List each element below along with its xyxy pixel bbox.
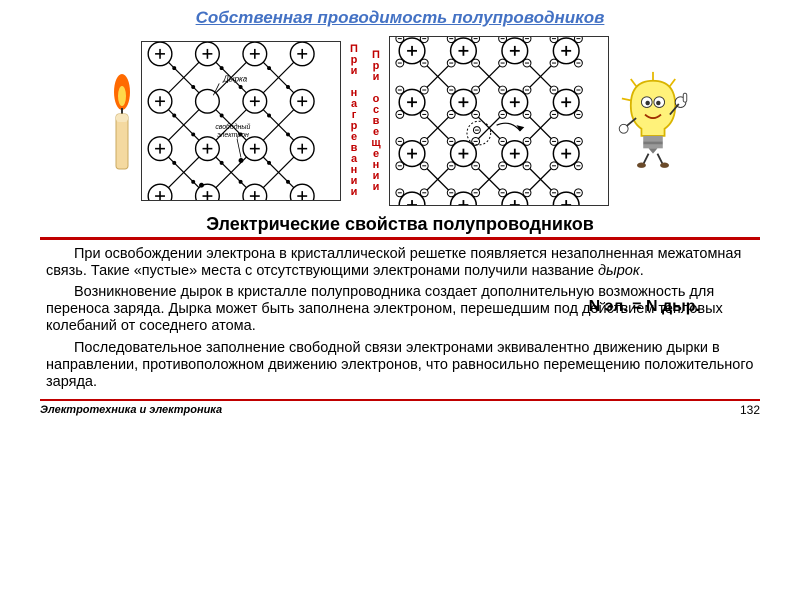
heating-label: Принагревании	[345, 44, 363, 198]
footer: Электротехника и электроника 132	[40, 399, 760, 417]
candle-icon	[107, 64, 137, 179]
paragraph-1: При освобождении электрона в кристалличе…	[0, 246, 800, 284]
page-title: Собственная проводимость полупроводников	[0, 0, 800, 32]
left-lattice: Дырка свободныйэлектрон	[141, 41, 341, 201]
divider-red	[40, 237, 760, 240]
right-lattice	[389, 36, 609, 206]
footer-left: Электротехника и электроника	[40, 404, 222, 416]
svg-text:электрон: электрон	[217, 132, 249, 139]
lighting-label: Приосвещении	[367, 50, 385, 193]
section-heading: Электрические свойства полупроводников	[0, 210, 800, 237]
diagrams-row: Дырка свободныйэлектрон Принагревании При…	[0, 32, 800, 210]
paragraph-3: Последовательное заполнение свободной св…	[0, 340, 800, 395]
svg-text:Дырка: Дырка	[222, 75, 247, 84]
paragraph-2: Возникновение дырок в кристалле полупров…	[0, 284, 800, 339]
page-number: 132	[740, 403, 760, 417]
svg-text:свободный: свободный	[215, 123, 250, 131]
lightbulb-icon	[613, 69, 693, 174]
